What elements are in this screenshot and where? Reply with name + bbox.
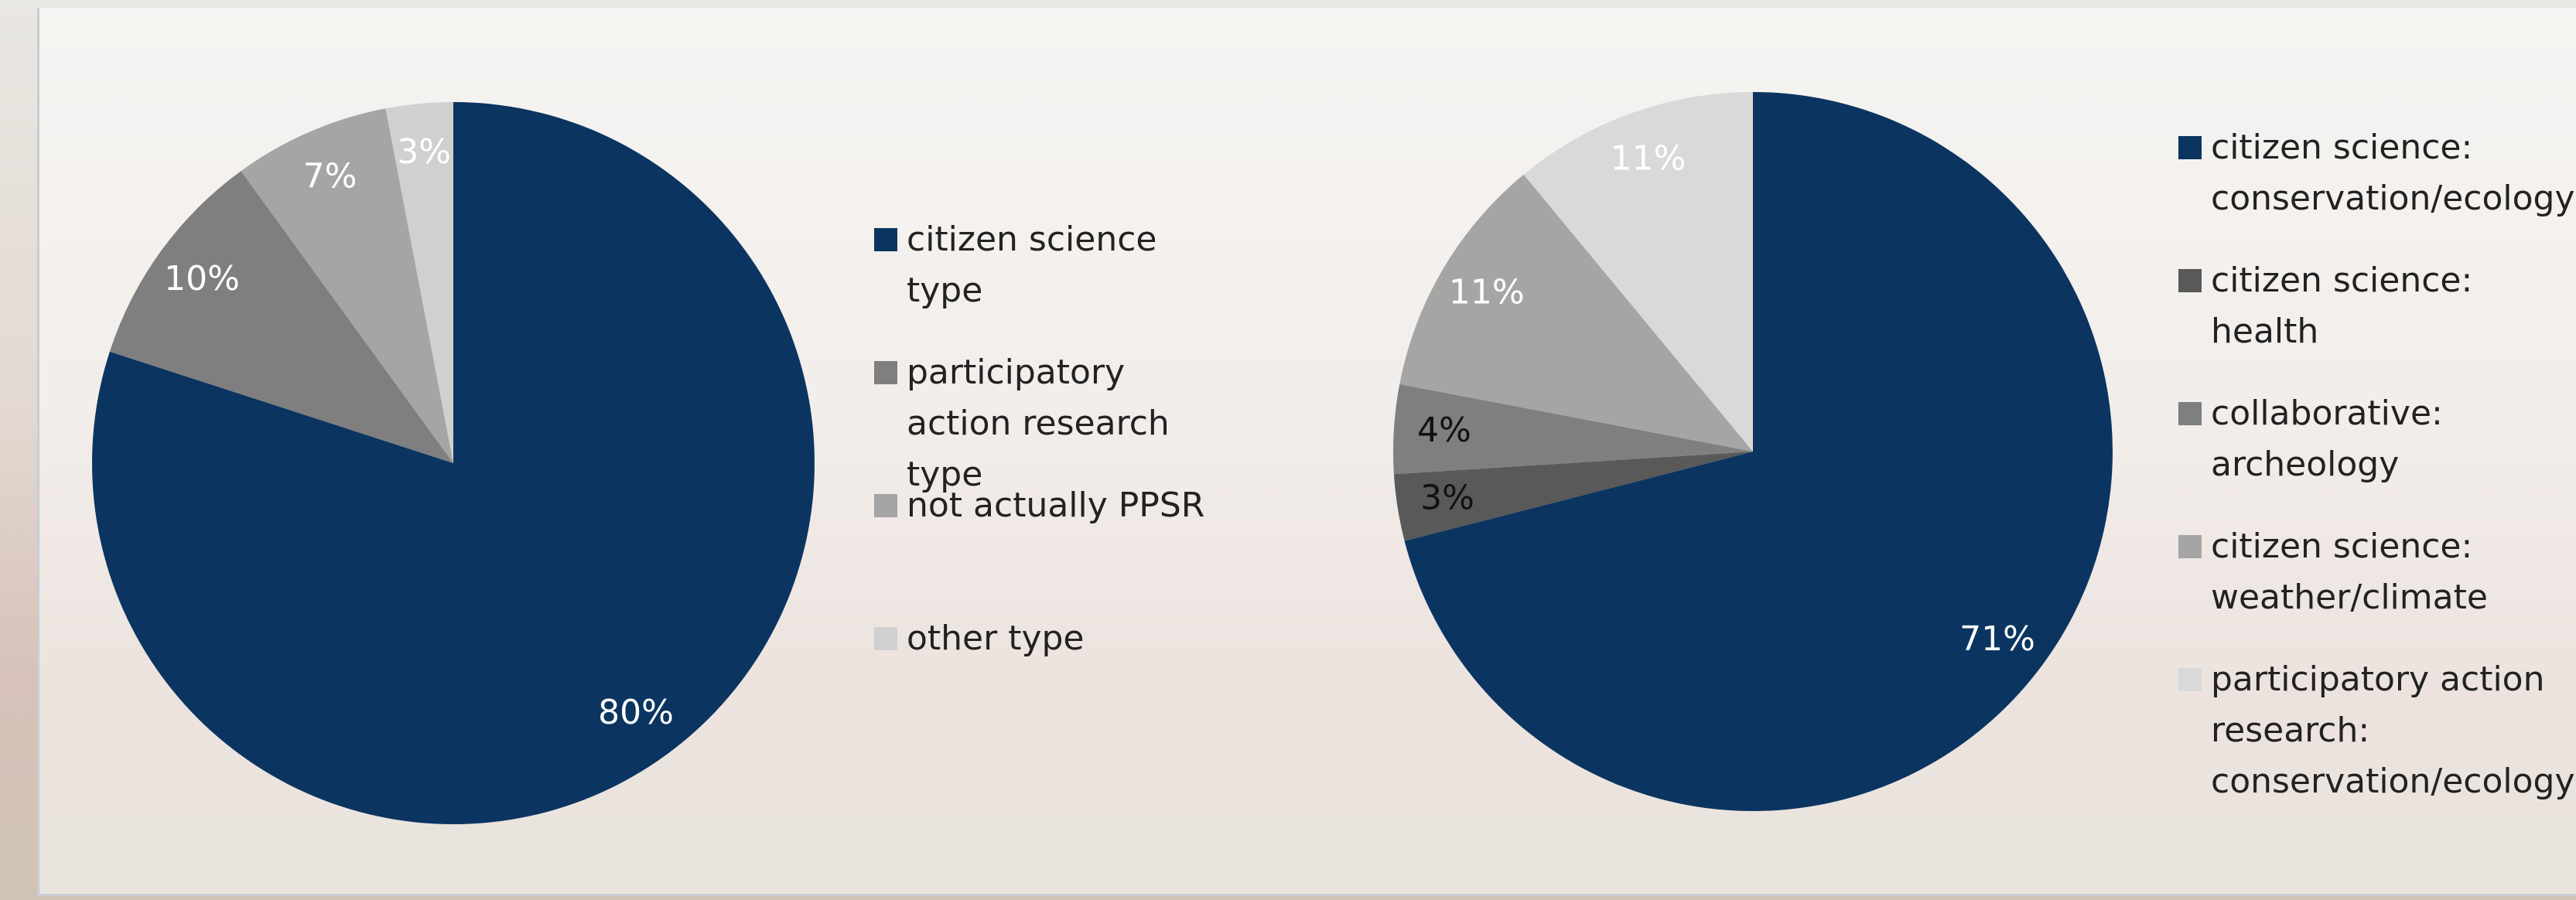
slide: 80% 10% 7% 3% 71% 3% 4% 11% 11% citizen science …: [0, 0, 2576, 900]
legend-item: other type: [874, 613, 1222, 664]
legend-swatch: [874, 494, 897, 517]
value-label: 3%: [397, 132, 451, 172]
legend-label: participatory action research: conservat…: [2211, 654, 2575, 807]
value-label: 10%: [164, 259, 240, 298]
legend-swatch: [874, 627, 897, 650]
legend-label: other type: [907, 613, 1085, 664]
legend-item: citizen science: conservation/ecology: [2178, 122, 2550, 224]
legend-item: citizen science: health: [2178, 255, 2550, 357]
legend-item: participatory action research: conservat…: [2178, 654, 2550, 807]
value-label: 71%: [1959, 619, 2035, 659]
legend-label: collaborative: archeology: [2211, 388, 2550, 490]
legend-label: participatory action research type: [907, 347, 1222, 500]
legend-swatch: [874, 228, 897, 251]
legend-swatch: [2178, 668, 2202, 691]
value-label: 11%: [1611, 139, 1686, 179]
value-label: 80%: [598, 693, 674, 732]
legend-swatch: [874, 361, 897, 384]
legend-swatch: [2178, 535, 2202, 558]
legend-swatch: [2178, 136, 2202, 159]
legend-item: collaborative: archeology: [2178, 388, 2550, 490]
legend-label: citizen science type: [907, 214, 1222, 316]
legend-label: citizen science: health: [2211, 255, 2550, 357]
value-label: 4%: [1417, 411, 1471, 450]
legend-swatch: [2178, 402, 2202, 425]
legend-item: citizen science: weather/climate: [2178, 521, 2550, 623]
legend-label: citizen science: conservation/ecology: [2211, 122, 2574, 224]
value-label: 7%: [303, 156, 357, 196]
legend-swatch: [2178, 269, 2202, 292]
value-label: 11%: [1449, 272, 1525, 312]
legend-label: not actually PPSR: [907, 480, 1204, 531]
legend-item: citizen science type: [874, 214, 1222, 316]
legend-label: citizen science: weather/climate: [2211, 521, 2550, 623]
legend-item: participatory action research type: [874, 347, 1222, 500]
value-label: 3%: [1420, 479, 1474, 518]
legend-item: not actually PPSR: [874, 480, 1222, 531]
